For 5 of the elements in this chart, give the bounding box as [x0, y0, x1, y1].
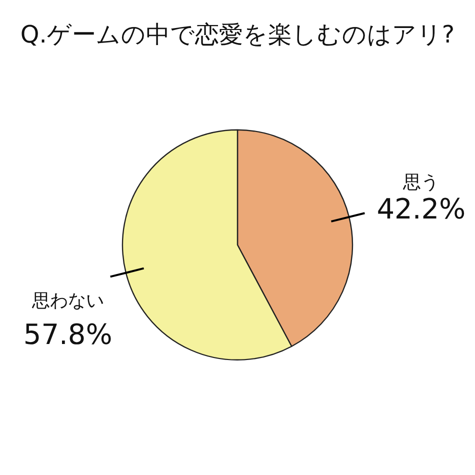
- slice-label: 思わない: [30, 290, 104, 312]
- data-label: 57.8%: [23, 318, 112, 351]
- data-label: 42.2%: [376, 192, 466, 226]
- chart-title: Q.ゲームの中で恋愛を楽しむのはアリ?: [20, 20, 455, 49]
- slice-label: 思う: [402, 172, 440, 193]
